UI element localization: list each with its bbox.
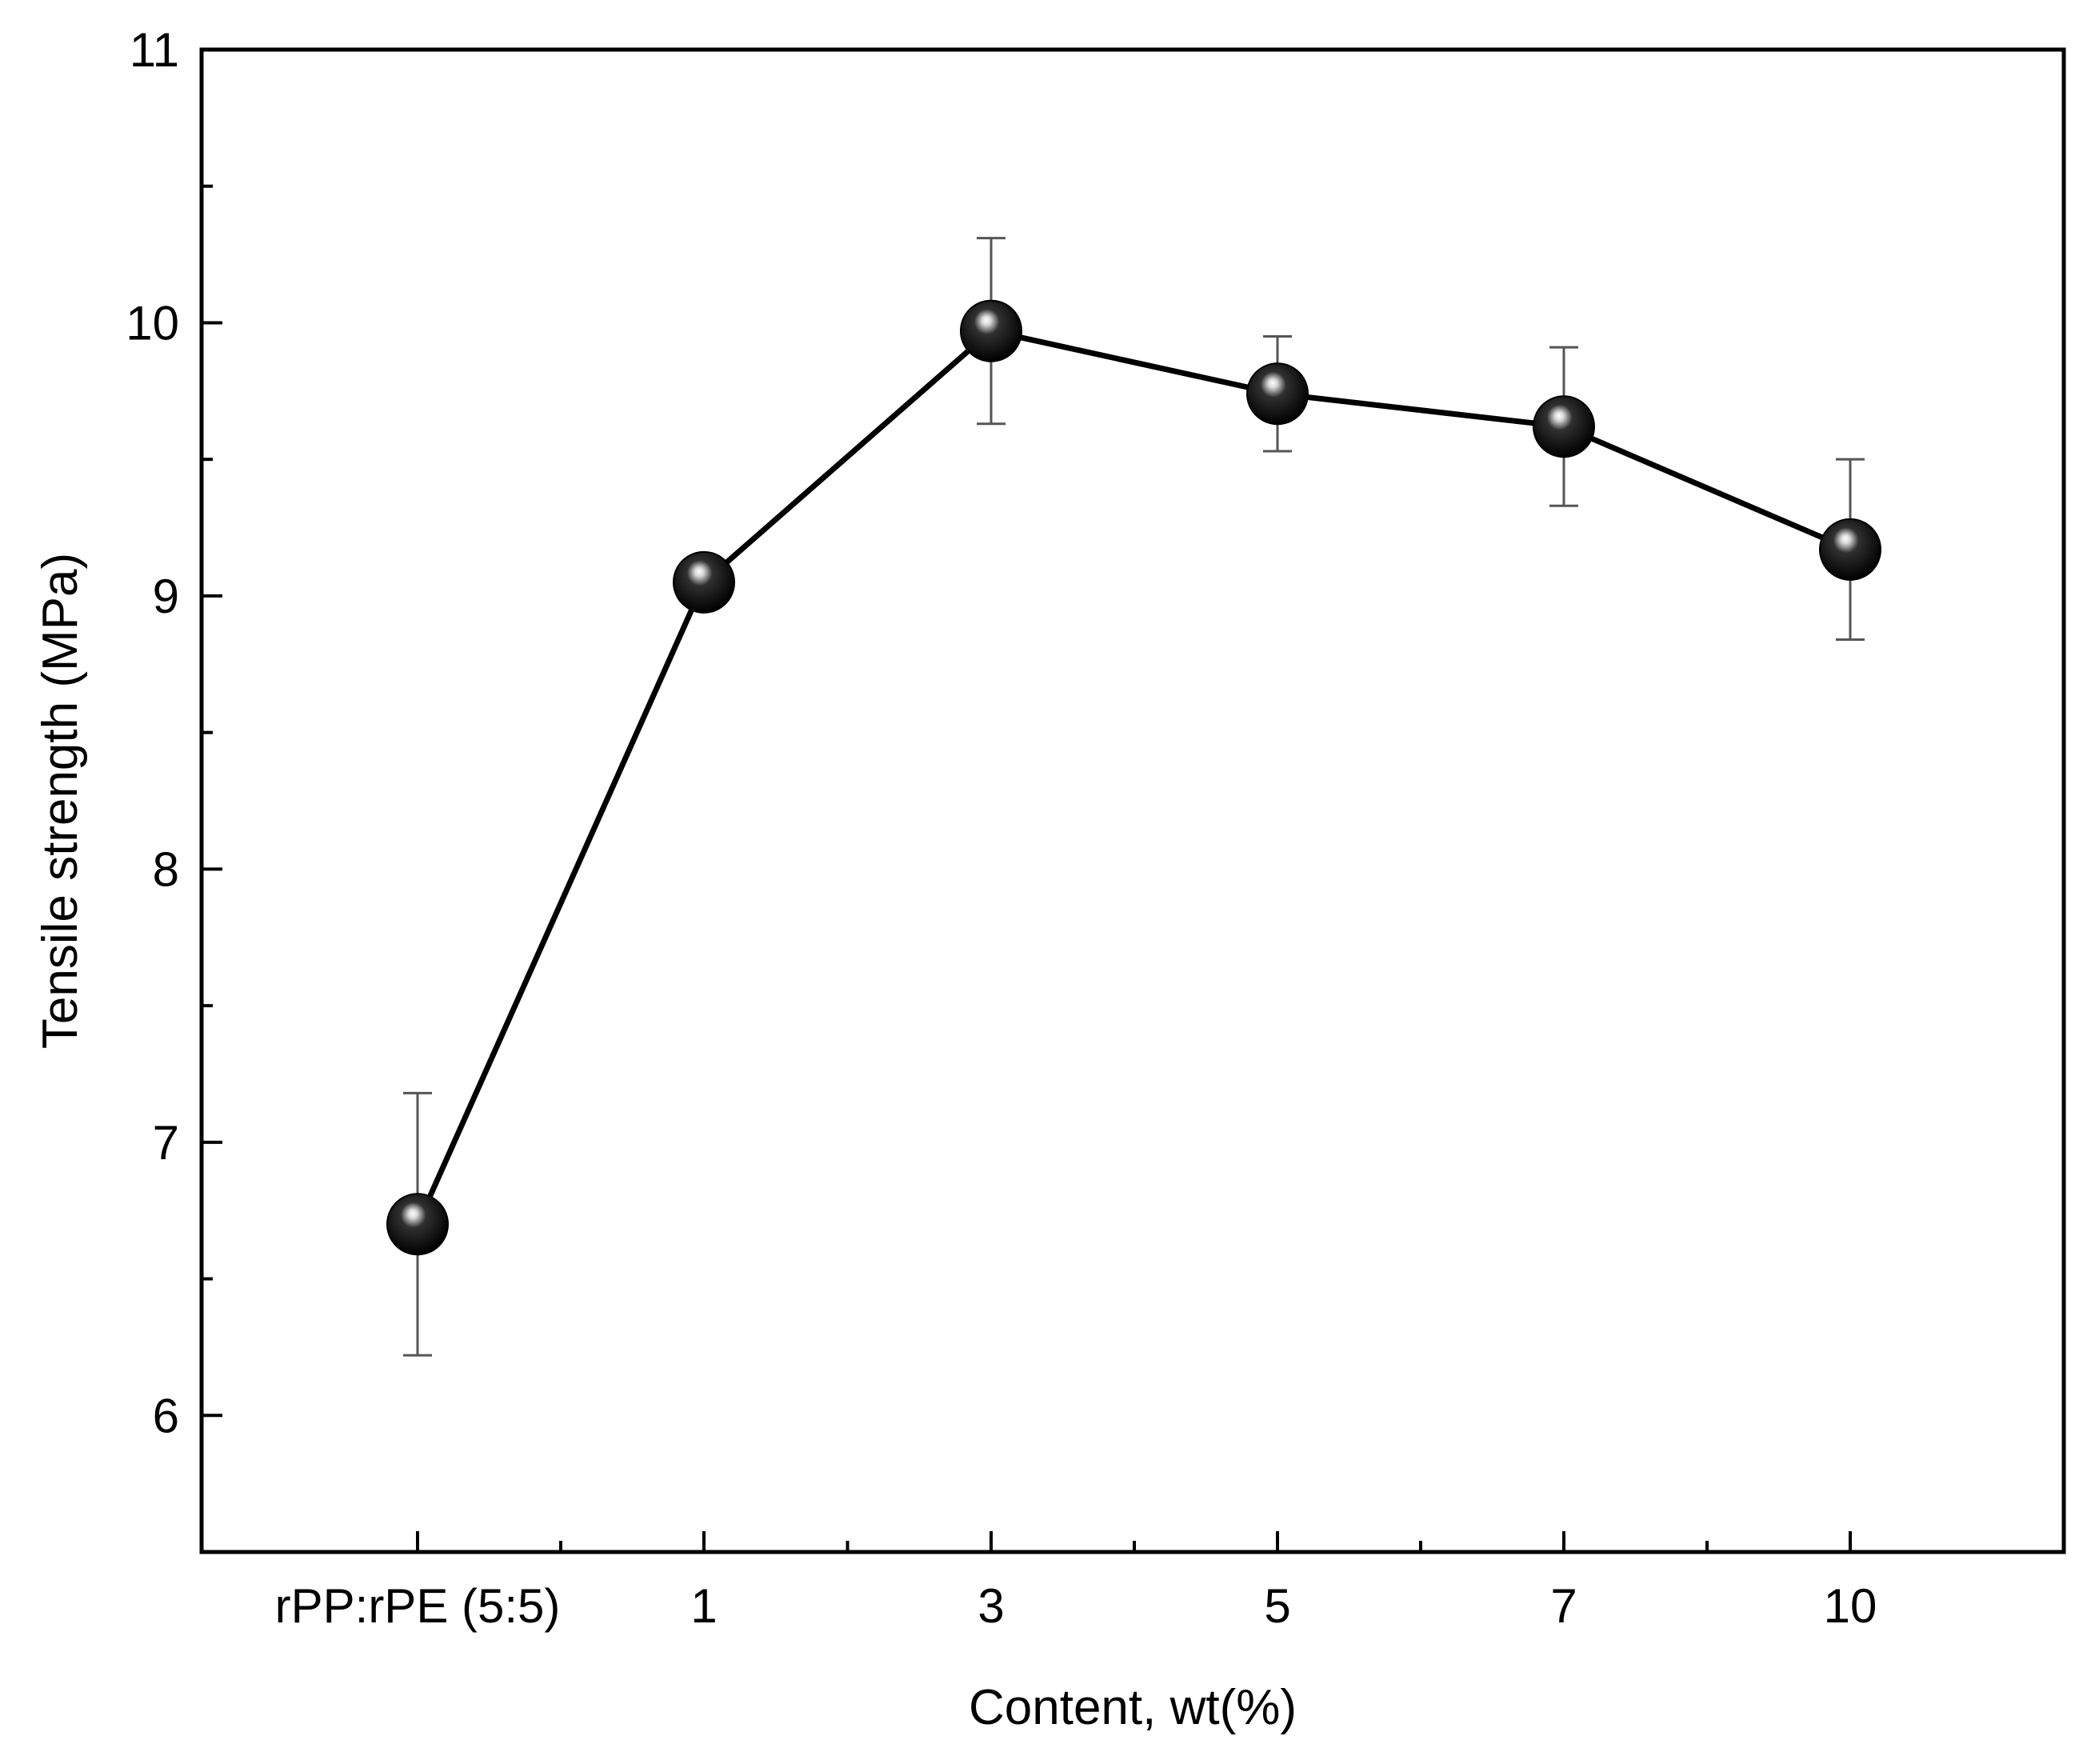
y-tick-label: 6 [153, 1389, 179, 1442]
data-point [960, 299, 1022, 362]
y-tick-label: 7 [153, 1116, 179, 1170]
x-tick-label: rPP:rPE (5:5) [275, 1579, 561, 1633]
error-bars [403, 237, 1865, 1357]
x-tick-label: 10 [1824, 1579, 1877, 1633]
x-tick-label: 1 [690, 1579, 717, 1633]
data-point [1246, 362, 1309, 426]
y-tick-label: 11 [130, 23, 179, 77]
x-axis-ticks: rPP:rPE (5:5) 1 3 5 7 10 [275, 1531, 1877, 1633]
x-axis-title: Content, wt(%) [969, 1680, 1297, 1735]
y-tick-label: 8 [153, 842, 179, 896]
data-markers [386, 299, 1881, 1256]
data-point [1533, 395, 1595, 458]
y-axis-title: Tensile strength (MPa) [33, 553, 88, 1049]
plot-frame [199, 47, 2066, 1554]
y-tick-label: 9 [153, 570, 179, 623]
data-point [673, 550, 735, 614]
y-axis-ticks: 6 7 8 9 10 11 [126, 23, 222, 1554]
x-tick-label: 7 [1550, 1579, 1577, 1633]
data-point [386, 1193, 449, 1256]
x-tick-label: 3 [978, 1579, 1004, 1633]
x-tick-label: 5 [1264, 1579, 1290, 1633]
series-line [414, 328, 1852, 1226]
data-point [1819, 518, 1881, 581]
y-tick-label: 10 [126, 296, 179, 350]
